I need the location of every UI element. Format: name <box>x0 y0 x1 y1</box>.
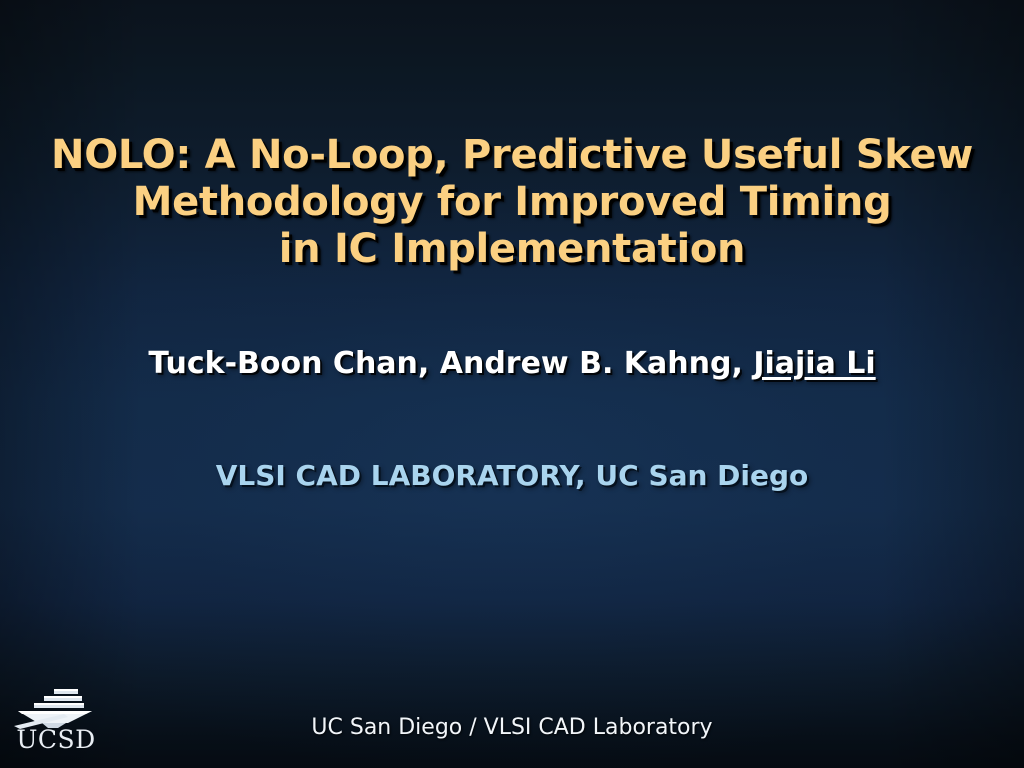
ucsd-logo: UCSD <box>8 686 104 762</box>
author-names: Tuck-Boon Chan, Andrew B. Kahng, <box>148 346 754 381</box>
presenting-author: Jiajia Li <box>753 346 876 381</box>
affiliation: VLSI CAD LABORATORY, UC San Diego <box>215 459 809 492</box>
slide-footer: UC San Diego / VLSI CAD Laboratory <box>311 715 713 740</box>
slide-title: NOLO: A No-Loop, Predictive Useful Skew … <box>0 132 1024 273</box>
title-line-1: NOLO: A No-Loop, Predictive Useful Skew <box>51 132 973 178</box>
ucsd-trident-icon <box>14 689 92 729</box>
title-line-2: Methodology for Improved Timing <box>132 179 892 225</box>
title-line-3: in IC Implementation <box>278 226 746 272</box>
author-list: Tuck-Boon Chan, Andrew B. Kahng, Jiajia … <box>0 345 1024 383</box>
ucsd-wordmark: UCSD <box>16 725 96 754</box>
